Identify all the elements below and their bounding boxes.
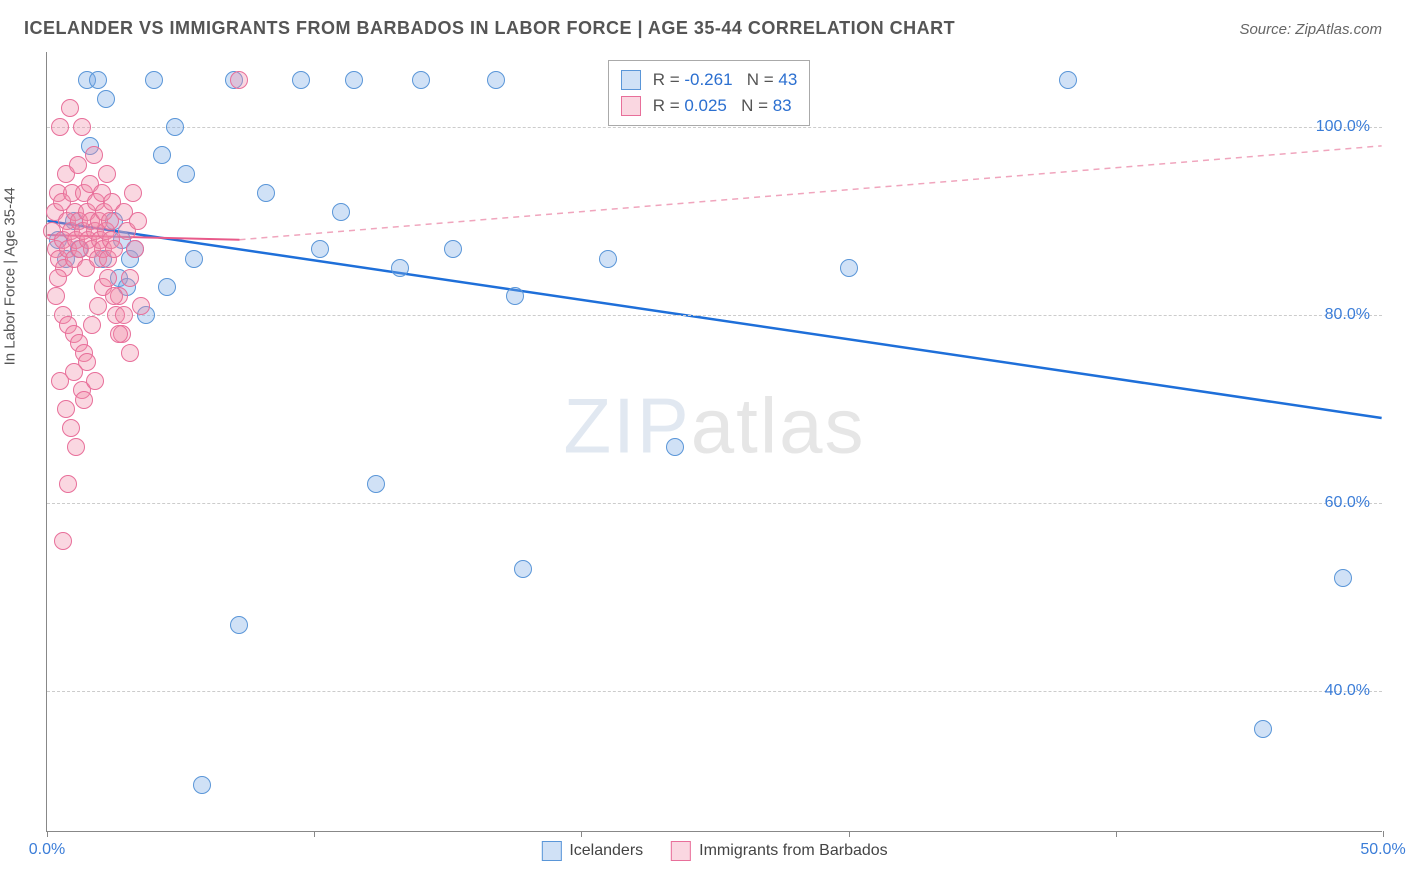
data-point (145, 71, 163, 89)
scatter-plot-area: ZIPatlas R = -0.261 N = 43 R = 0.025 N = … (46, 52, 1382, 832)
x-tick-mark (314, 831, 315, 837)
series-swatch (621, 70, 641, 90)
data-point (65, 363, 83, 381)
data-point (514, 560, 532, 578)
data-point (391, 259, 409, 277)
y-tick-label: 80.0% (1325, 306, 1370, 324)
x-tick-mark (1383, 831, 1384, 837)
data-point (177, 165, 195, 183)
data-point (85, 146, 103, 164)
data-point (57, 400, 75, 418)
gridline-h (47, 503, 1382, 504)
data-point (311, 240, 329, 258)
data-point (599, 250, 617, 268)
data-point (51, 118, 69, 136)
data-point (97, 90, 115, 108)
data-point (89, 71, 107, 89)
data-point (444, 240, 462, 258)
data-point (840, 259, 858, 277)
data-point (89, 297, 107, 315)
data-point (83, 316, 101, 334)
data-point (506, 287, 524, 305)
data-point (75, 391, 93, 409)
stats-text: R = 0.025 N = 83 (653, 96, 792, 116)
legend-swatch (671, 841, 691, 861)
data-point (132, 297, 150, 315)
data-point (124, 184, 142, 202)
data-point (1254, 720, 1272, 738)
x-tick-mark (849, 831, 850, 837)
data-point (332, 203, 350, 221)
gridline-h (47, 691, 1382, 692)
data-point (292, 71, 310, 89)
legend-label: Icelanders (569, 842, 643, 860)
correlation-stats-box: R = -0.261 N = 43 R = 0.025 N = 83 (608, 60, 811, 126)
y-tick-label: 100.0% (1316, 118, 1370, 136)
gridline-h (47, 127, 1382, 128)
y-tick-label: 60.0% (1325, 494, 1370, 512)
data-point (59, 475, 77, 493)
data-point (69, 156, 87, 174)
data-point (105, 240, 123, 258)
data-point (412, 71, 430, 89)
y-axis-label: In Labor Force | Age 35-44 (2, 187, 19, 365)
stats-row: R = 0.025 N = 83 (621, 93, 798, 119)
chart-title: ICELANDER VS IMMIGRANTS FROM BARBADOS IN… (24, 18, 955, 39)
y-tick-label: 40.0% (1325, 682, 1370, 700)
x-tick-mark (581, 831, 582, 837)
data-point (158, 278, 176, 296)
data-point (86, 372, 104, 390)
data-point (105, 287, 123, 305)
data-point (110, 325, 128, 343)
series-swatch (621, 96, 641, 116)
stats-text: R = -0.261 N = 43 (653, 70, 798, 90)
data-point (115, 306, 133, 324)
data-point (185, 250, 203, 268)
data-point (1334, 569, 1352, 587)
data-point (54, 532, 72, 550)
x-tick-mark (1116, 831, 1117, 837)
data-point (487, 71, 505, 89)
data-point (121, 344, 139, 362)
data-point (62, 419, 80, 437)
data-point (367, 475, 385, 493)
data-point (193, 776, 211, 794)
legend-swatch (541, 841, 561, 861)
data-point (126, 240, 144, 258)
x-tick-mark (47, 831, 48, 837)
gridline-h (47, 315, 1382, 316)
data-point (99, 269, 117, 287)
data-point (67, 438, 85, 456)
legend-label: Immigrants from Barbados (699, 842, 888, 860)
data-point (61, 99, 79, 117)
data-point (166, 118, 184, 136)
data-point (73, 118, 91, 136)
source-attribution: Source: ZipAtlas.com (1239, 21, 1382, 38)
legend-item: Icelanders (541, 841, 643, 861)
data-point (345, 71, 363, 89)
x-tick-label: 50.0% (1360, 841, 1405, 859)
data-point (153, 146, 171, 164)
legend: Icelanders Immigrants from Barbados (541, 841, 887, 861)
data-point (49, 269, 67, 287)
data-point (257, 184, 275, 202)
data-point (1059, 71, 1077, 89)
data-point (47, 287, 65, 305)
legend-item: Immigrants from Barbados (671, 841, 888, 861)
stats-row: R = -0.261 N = 43 (621, 67, 798, 93)
data-point (98, 165, 116, 183)
data-point (230, 616, 248, 634)
data-point (666, 438, 684, 456)
x-tick-label: 0.0% (29, 841, 65, 859)
data-point (129, 212, 147, 230)
watermark: ZIPatlas (563, 380, 865, 471)
data-point (121, 269, 139, 287)
trend-lines-layer (47, 52, 1382, 831)
data-point (230, 71, 248, 89)
